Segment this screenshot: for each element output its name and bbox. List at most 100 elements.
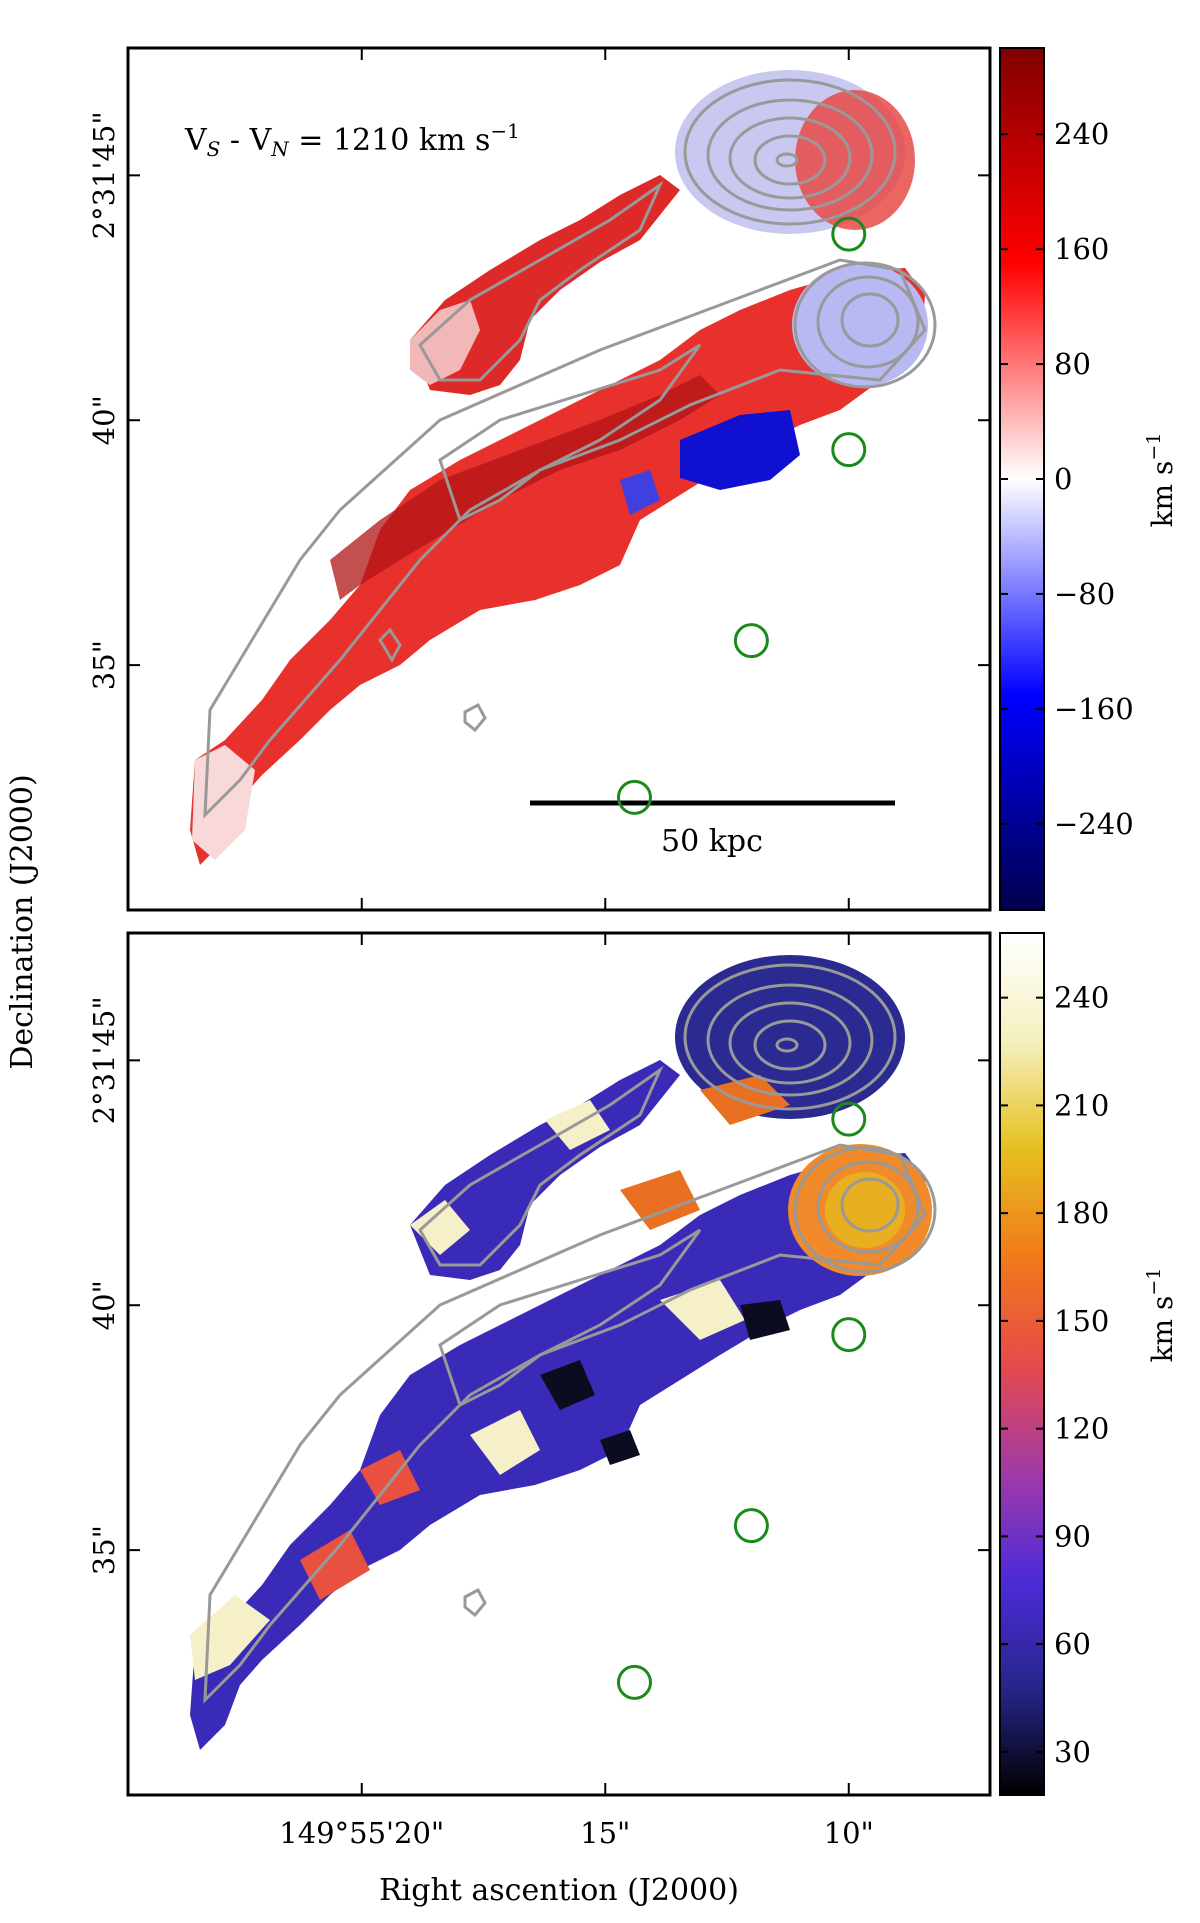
top-map-blue-patch-2 <box>620 470 660 515</box>
bottom-panel: 149°55'20" 15" 10" 2°31'45" 40" 35" <box>87 931 992 1850</box>
bottom-contour <box>438 1228 702 1408</box>
bottom-map-south-core <box>825 1172 905 1248</box>
velocity-annotation: VS - VN = 1210 km s−1 <box>184 119 520 161</box>
bottom-contour <box>840 1177 900 1233</box>
bottom-contour <box>728 1001 852 1085</box>
y-axis-title: Declination (J2000) <box>5 774 40 1069</box>
top-contour <box>438 343 702 523</box>
colorbar-tick-label: −240 <box>1054 807 1134 841</box>
top-contour <box>203 258 927 819</box>
top-contour <box>418 180 664 382</box>
bottom-map-patch-dark <box>600 1430 640 1465</box>
top-map-dark-body <box>330 375 720 600</box>
top-contour <box>775 152 799 168</box>
y-tick-label: 2°31'45" <box>87 996 121 1124</box>
bottom-y-ticks: 2°31'45" 40" 35" <box>87 996 990 1575</box>
galaxy-marker-circle <box>831 432 867 468</box>
bottom-contour <box>775 1037 799 1053</box>
bottom-contour <box>203 1143 927 1704</box>
colorbar-tick-label: 160 <box>1054 232 1109 266</box>
colorbar-tick-label: 180 <box>1054 1196 1109 1230</box>
bottom-map-patch-yellow <box>470 1410 540 1475</box>
bottom-contour <box>463 1587 487 1618</box>
galaxy-marker-circle <box>616 779 652 815</box>
galaxy-marker-circle <box>831 1317 867 1353</box>
colorbar-tick-label: 240 <box>1054 117 1109 151</box>
y-tick-label: 35" <box>87 640 121 690</box>
bottom-colorbar-label: km s−1 <box>1143 1268 1179 1363</box>
y-tick-label: 40" <box>87 1280 121 1330</box>
bottom-markers <box>616 1101 867 1700</box>
colorbar-tick-label: 150 <box>1054 1304 1109 1338</box>
colorbar-tick-label: 0 <box>1054 462 1072 496</box>
colorbar-tick-label: 240 <box>1054 981 1109 1015</box>
x-axis-title: Right ascention (J2000) <box>379 1873 739 1908</box>
top-x-ticks <box>360 48 850 910</box>
top-contour <box>706 98 874 212</box>
colorbar-tick-label: 120 <box>1054 1412 1109 1446</box>
top-contour <box>463 702 487 733</box>
top-colorbar: 240 160 80 0 −80 −160 −240 km s−1 <box>999 47 1179 911</box>
top-map-upper-streamer <box>410 175 680 395</box>
top-velocity-map: 50 kpc VS - VN = 1210 km s−1 <box>184 70 937 865</box>
top-contours <box>203 78 937 819</box>
top-colorbar-label: km s−1 <box>1143 433 1179 528</box>
scale-bar-label: 50 kpc <box>661 824 763 859</box>
bottom-x-ticks: 149°55'20" 15" 10" <box>279 933 874 1850</box>
bottom-colorbar-gradient <box>999 932 1045 1796</box>
top-contour <box>728 116 852 200</box>
top-markers <box>616 216 867 815</box>
bottom-map-patch-orange <box>300 1530 370 1600</box>
top-map-blue-patch <box>680 410 800 490</box>
top-panel-frame <box>126 46 992 912</box>
x-tick-label: 10" <box>824 1816 874 1850</box>
top-contour <box>378 627 402 664</box>
x-tick-label: 149°55'20" <box>279 1816 444 1850</box>
colorbar-tick-label: −80 <box>1054 577 1115 611</box>
bottom-contour <box>753 1019 827 1071</box>
bottom-contour <box>706 983 874 1097</box>
galaxy-marker-circle <box>616 1664 652 1700</box>
x-tick-label: 15" <box>580 1816 630 1850</box>
galaxy-marker-circle <box>831 216 867 252</box>
top-contour <box>683 78 897 226</box>
bottom-map-patch-orange <box>700 1075 790 1125</box>
bottom-map-patch-yellow <box>190 1595 270 1680</box>
top-colorbar-ticks: 240 160 80 0 −80 −160 −240 <box>1000 117 1134 841</box>
bottom-dispersion-map <box>190 955 937 1750</box>
bottom-panel-frame <box>126 931 992 1797</box>
bottom-contour <box>418 1065 664 1267</box>
galaxy-marker-circle <box>733 1508 769 1544</box>
top-contour <box>816 275 920 369</box>
bottom-map-patch-orange <box>620 1170 700 1230</box>
colorbar-tick-label: −160 <box>1054 692 1134 726</box>
bottom-contour <box>683 963 897 1111</box>
bottom-map-upper-streamer <box>410 1060 680 1280</box>
bottom-map-lower-streamer <box>190 1153 925 1750</box>
colorbar-tick-label: 30 <box>1054 1735 1091 1769</box>
top-map-light-tip <box>192 745 255 860</box>
bottom-contour <box>816 1160 920 1254</box>
galaxy-marker-circle <box>733 623 769 659</box>
y-tick-label: 35" <box>87 1525 121 1575</box>
bottom-colorbar-ticks: 240 210 180 150 120 90 60 30 <box>1000 981 1109 1769</box>
bottom-map-patch-dark <box>740 1300 790 1340</box>
y-tick-label: 40" <box>87 395 121 445</box>
bottom-contours <box>203 963 937 1704</box>
top-contour <box>753 134 827 186</box>
colorbar-tick-label: 60 <box>1054 1627 1091 1661</box>
colorbar-tick-label: 80 <box>1054 347 1091 381</box>
galaxy-marker-circle <box>831 1101 867 1137</box>
top-map-upper-tip <box>410 300 480 385</box>
top-y-ticks: 2°31'45" 40" 35" <box>87 111 990 690</box>
bottom-colorbar: 240 210 180 150 120 90 60 30 km s−1 <box>999 932 1179 1796</box>
bottom-map-patch-dark <box>540 1360 595 1410</box>
colorbar-tick-label: 210 <box>1054 1088 1109 1122</box>
y-tick-label: 2°31'45" <box>87 111 121 239</box>
colorbar-tick-label: 90 <box>1054 1519 1091 1553</box>
bottom-map-patch-yellow <box>410 1200 470 1255</box>
top-map-south-nucleus <box>792 263 928 387</box>
top-panel: 50 kpc VS - VN = 1210 km s−1 2°31'45" 40"… <box>87 46 992 912</box>
top-contour <box>840 292 900 348</box>
